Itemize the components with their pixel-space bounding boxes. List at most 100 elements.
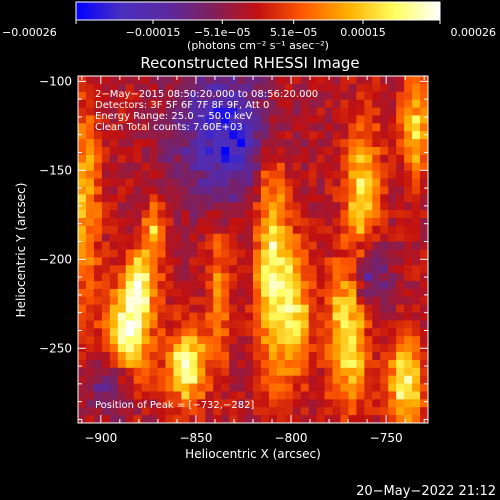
heatmap-cell (253, 186, 262, 195)
heatmap-cell (165, 391, 174, 400)
heatmap-cell (205, 375, 214, 384)
heatmap-cell (101, 115, 111, 124)
heatmap-cell (181, 296, 190, 306)
heatmap-cell (229, 123, 238, 132)
heatmap-cell (173, 186, 182, 195)
heatmap-cell (85, 375, 95, 384)
heatmap-cell (276, 407, 286, 416)
heatmap-cell (340, 273, 349, 282)
heatmap-cell (189, 249, 198, 258)
heatmap-cell (125, 273, 135, 282)
heatmap-cell (133, 320, 143, 329)
heatmap-cell (237, 107, 246, 116)
heatmap-cell (125, 241, 135, 250)
heatmap-cell (388, 304, 397, 313)
heatmap-cell (149, 273, 158, 282)
heatmap-cell (292, 146, 302, 156)
heatmap-cell (292, 336, 302, 345)
heatmap-cell (292, 186, 302, 195)
heatmap-cell (109, 107, 119, 116)
heatmap-cell (284, 352, 294, 361)
heatmap-cell (173, 367, 182, 377)
heatmap-cell (237, 281, 246, 290)
heatmap-cell (284, 154, 294, 164)
heatmap-cell (284, 281, 294, 290)
heatmap-cell (308, 99, 318, 108)
heatmap-cell (268, 320, 278, 329)
heatmap-cell (260, 249, 270, 258)
heatmap-cell (173, 241, 182, 250)
heatmap-cell (181, 210, 190, 219)
heatmap-cell (101, 328, 111, 337)
heatmap-cell (324, 146, 333, 156)
heatmap-cell (364, 99, 373, 108)
heatmap-cell (268, 76, 278, 85)
heatmap-cell (348, 383, 357, 392)
heatmap-cell (101, 162, 111, 172)
heatmap-cell (141, 123, 150, 132)
heatmap-cell (245, 83, 254, 93)
heatmap-cell (340, 415, 349, 424)
heatmap-cell (213, 162, 222, 172)
heatmap-cell (245, 162, 254, 172)
heatmap-cell (221, 320, 230, 329)
heatmap-cell (157, 194, 166, 203)
heatmap-cell (141, 273, 150, 282)
heatmap-cell (292, 320, 302, 329)
heatmap-cell (348, 217, 357, 227)
observation-annotations: 2−May−2015 08:50:20.000 to 08:56:20.000D… (95, 89, 318, 133)
heatmap-cell (245, 170, 254, 179)
heatmap-cell (165, 288, 174, 298)
heatmap-cell (149, 91, 158, 101)
heatmap-cell (292, 249, 302, 258)
heatmap-cell (229, 217, 238, 227)
heatmap-cell (332, 359, 341, 369)
heatmap-cell (340, 139, 349, 148)
heatmap-cell (149, 249, 158, 258)
heatmap-cell (117, 288, 127, 298)
x-axis-ticks: −900 −850 −800 −750 (81, 76, 425, 445)
heatmap-cell (356, 304, 365, 313)
heatmap-cell (300, 170, 310, 179)
heatmap-cell (141, 170, 150, 179)
heatmap-cell (125, 391, 135, 400)
heatmap-cell (133, 123, 143, 132)
heatmap-cell (189, 170, 198, 179)
heatmap-cell (404, 210, 413, 219)
heatmap-cell (85, 288, 95, 298)
heatmap-cell (189, 162, 198, 172)
heatmap-cell (308, 257, 318, 266)
heatmap-cell (268, 273, 278, 282)
heatmap-cell (229, 352, 238, 361)
heatmap-cell (420, 257, 429, 266)
heatmap-cell (245, 146, 254, 156)
heatmap-cell (404, 383, 413, 392)
heatmap-cell (260, 265, 270, 274)
heatmap-cell (93, 304, 103, 313)
heatmap-cell (229, 146, 238, 156)
heatmap-cell (157, 312, 166, 321)
heatmap-cell (308, 273, 318, 282)
heatmap-cell (229, 320, 238, 329)
heatmap-cell (205, 281, 214, 290)
heatmap-cell (205, 76, 214, 85)
heatmap-cell (117, 123, 127, 132)
heatmap-cell (292, 352, 302, 361)
heatmap-cell (133, 383, 143, 392)
heatmap-cell (173, 194, 182, 203)
heatmap-cell (245, 217, 254, 227)
heatmap-cell (205, 162, 214, 172)
heatmap-cell (364, 383, 373, 392)
heatmap-cell (292, 123, 302, 132)
heatmap-cell (229, 336, 238, 345)
heatmap-cell (340, 76, 349, 85)
heatmap-cell (197, 288, 206, 298)
heatmap-cell (388, 407, 397, 416)
heatmap-cell (388, 344, 397, 353)
heatmap-cell (276, 233, 286, 243)
heatmap-cell (221, 273, 230, 282)
heatmap-cell (197, 399, 206, 408)
heatmap-cell (340, 146, 349, 156)
heatmap-cell (141, 83, 150, 93)
heatmap-cell (412, 265, 421, 274)
